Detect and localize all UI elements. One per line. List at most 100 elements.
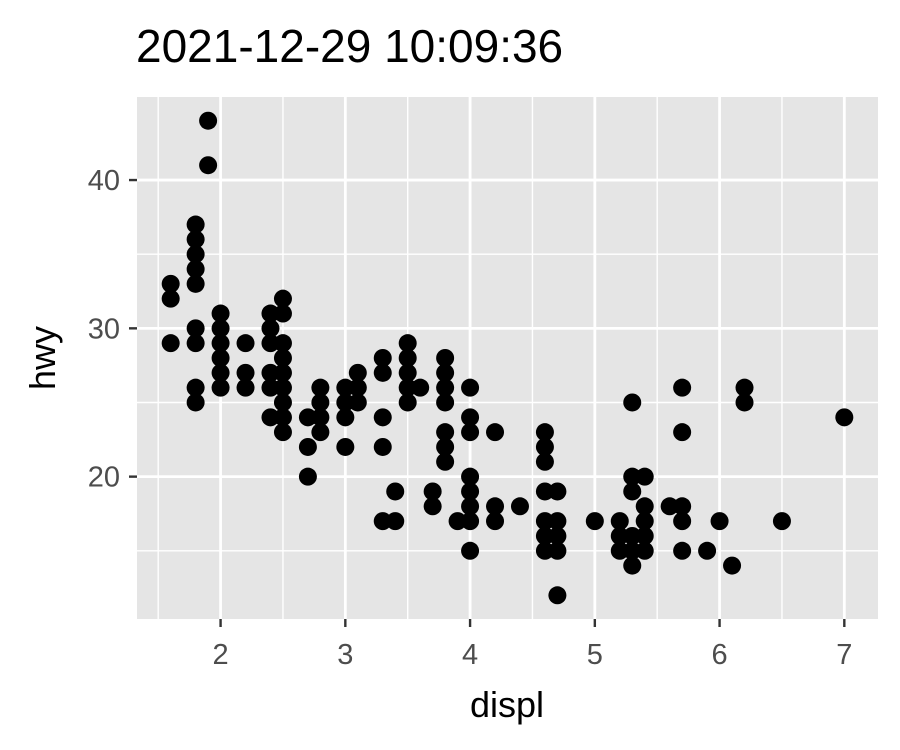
- x-tick-label: 5: [587, 639, 603, 671]
- data-point: [436, 378, 455, 397]
- x-tick-label: 2: [213, 639, 229, 671]
- data-point: [336, 408, 355, 427]
- data-point: [386, 482, 405, 501]
- data-point: [461, 541, 480, 560]
- data-point: [236, 378, 255, 397]
- data-point: [835, 408, 854, 427]
- data-point: [373, 408, 392, 427]
- data-point: [336, 378, 355, 397]
- data-point: [735, 393, 754, 412]
- data-point: [211, 319, 230, 338]
- data-point: [261, 304, 280, 323]
- data-point: [673, 423, 692, 442]
- data-point: [436, 393, 455, 412]
- data-point: [610, 526, 629, 545]
- data-point: [211, 349, 230, 367]
- data-point: [186, 230, 205, 249]
- data-point: [311, 423, 330, 442]
- data-point: [336, 393, 355, 412]
- data-point: [311, 393, 330, 412]
- data-point: [548, 512, 567, 531]
- data-point: [273, 408, 292, 427]
- data-point: [535, 423, 554, 442]
- data-point: [186, 378, 205, 397]
- data-point: [199, 156, 218, 175]
- data-point: [635, 541, 654, 560]
- data-point: [398, 334, 417, 353]
- data-point: [486, 512, 505, 531]
- data-point: [373, 512, 392, 531]
- data-point: [398, 393, 417, 412]
- data-point: [186, 215, 205, 234]
- data-point: [211, 304, 230, 323]
- data-point: [186, 245, 205, 264]
- data-point: [448, 512, 467, 531]
- data-point: [186, 319, 205, 338]
- data-point: [161, 274, 180, 293]
- data-point: [623, 467, 642, 486]
- data-point: [673, 497, 692, 516]
- y-tick-label: 30: [88, 313, 120, 345]
- data-point: [423, 497, 442, 516]
- data-point: [273, 393, 292, 412]
- data-point: [373, 349, 392, 367]
- data-point: [461, 408, 480, 427]
- data-point: [486, 423, 505, 442]
- data-point: [273, 304, 292, 323]
- y-axis: 20 30 40: [88, 165, 137, 494]
- data-point: [298, 408, 317, 427]
- data-point: [548, 526, 567, 545]
- data-point: [236, 334, 255, 353]
- data-point: [610, 541, 629, 560]
- data-point: [535, 541, 554, 560]
- y-axis-title: hwy: [22, 326, 63, 390]
- data-point: [373, 437, 392, 456]
- data-point: [510, 497, 529, 516]
- data-point: [273, 378, 292, 397]
- data-point: [548, 482, 567, 501]
- data-point: [535, 512, 554, 531]
- x-axis-title: displ: [470, 684, 544, 725]
- data-point: [698, 541, 717, 560]
- data-point: [348, 363, 367, 382]
- data-point: [261, 408, 280, 427]
- data-point: [411, 378, 430, 397]
- data-point: [398, 349, 417, 367]
- data-point: [535, 452, 554, 471]
- plot-panel: [137, 97, 878, 619]
- data-point: [311, 378, 330, 397]
- data-point: [236, 363, 255, 382]
- data-point: [298, 467, 317, 486]
- data-point: [635, 497, 654, 516]
- data-point: [298, 437, 317, 456]
- x-tick-label: 4: [462, 639, 478, 671]
- x-tick-label: 6: [712, 639, 728, 671]
- data-point: [635, 512, 654, 531]
- data-point: [273, 423, 292, 442]
- data-point: [261, 378, 280, 397]
- data-point: [436, 452, 455, 471]
- data-point: [623, 482, 642, 501]
- data-point: [386, 512, 405, 531]
- data-point: [261, 363, 280, 382]
- data-point: [436, 423, 455, 442]
- data-point: [261, 319, 280, 338]
- data-point: [535, 526, 554, 545]
- data-point: [161, 334, 180, 353]
- data-point: [186, 334, 205, 353]
- data-point: [348, 378, 367, 397]
- data-point: [211, 378, 230, 397]
- data-point: [436, 349, 455, 367]
- data-point: [461, 482, 480, 501]
- data-point: [186, 393, 205, 412]
- data-point: [336, 437, 355, 456]
- data-point: [398, 378, 417, 397]
- data-point: [723, 556, 742, 575]
- data-point: [348, 393, 367, 412]
- data-point: [311, 408, 330, 427]
- data-point: [436, 363, 455, 382]
- data-point: [660, 497, 679, 516]
- data-point: [673, 378, 692, 397]
- data-point: [673, 512, 692, 531]
